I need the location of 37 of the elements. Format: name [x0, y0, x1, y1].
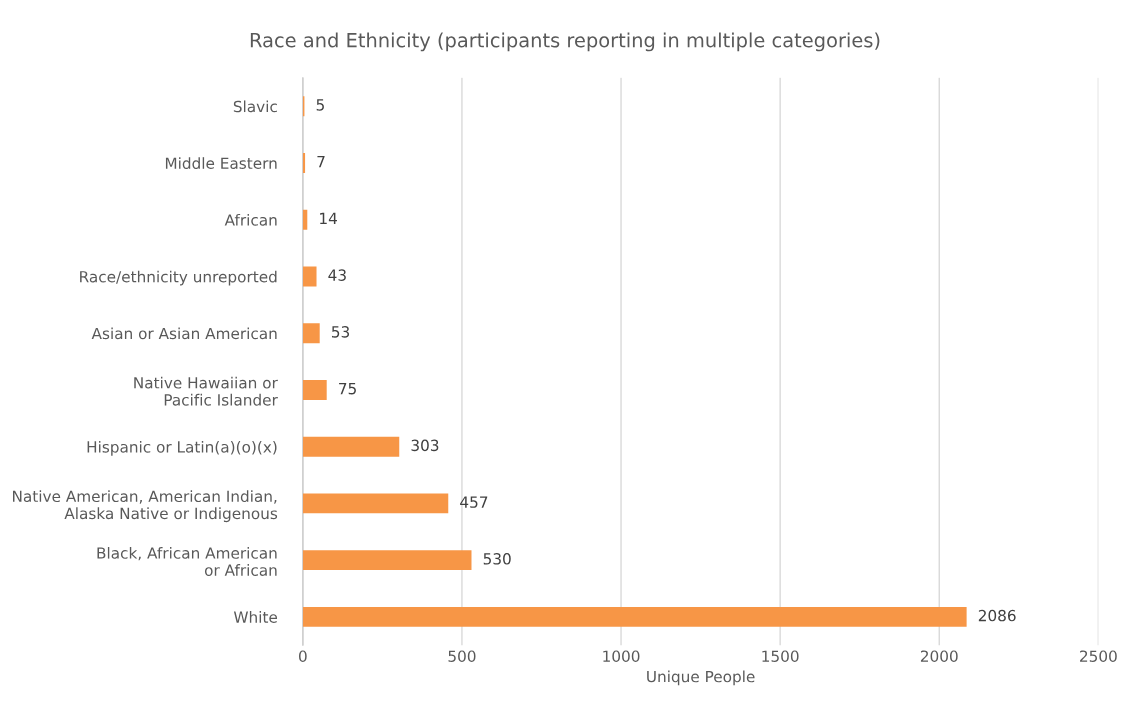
y-tick-label: White	[233, 611, 278, 623]
data-label: 53	[332, 326, 350, 338]
bar	[302, 436, 400, 457]
data-label: 2086	[978, 609, 1016, 622]
bar	[302, 209, 308, 230]
x-tick-label: 2000	[920, 650, 958, 662]
y-tick-label: Native American, American Indian, Alaska Native or Indigenous	[13, 490, 278, 523]
y-tick-label: Race/ethnicity unreported	[80, 270, 277, 286]
y-tick-label: Black, African American or African	[97, 546, 277, 576]
data-label: 14	[320, 212, 337, 224]
x-axis-title: Unique People	[647, 670, 755, 686]
bar	[302, 266, 317, 287]
bar	[302, 550, 472, 571]
data-label: 7	[317, 156, 325, 168]
x-tick-label: 500	[448, 650, 476, 662]
data-label: 43	[328, 269, 346, 281]
y-tick-label: Slavic	[233, 100, 277, 113]
data-label: 457	[460, 496, 488, 508]
bar	[302, 493, 449, 514]
chart-title: Race and Ethnicity (participants reporting in multiple categories)	[250, 32, 880, 52]
y-tick-label: Native Hawaiian or Pacific Islander	[134, 376, 278, 406]
bar	[302, 606, 967, 627]
data-label: 5	[316, 99, 324, 111]
x-tick-label: 1500	[762, 650, 799, 662]
bar	[302, 153, 306, 173]
y-tick-label: Hispanic or Latin(a)(o)(x)	[87, 440, 277, 456]
data-label: 75	[339, 383, 356, 395]
bar	[302, 323, 320, 344]
y-tick-label: African	[224, 213, 277, 226]
data-label: 303	[411, 439, 439, 452]
x-tick-label: 2500	[1080, 650, 1117, 662]
y-tick-label: Middle Eastern	[165, 157, 277, 169]
x-tick-label: 1000	[603, 650, 640, 662]
y-tick-label: Asian or Asian American	[91, 327, 277, 340]
x-tick-label: 0	[298, 650, 307, 662]
data-label: 530	[483, 553, 511, 565]
bar	[302, 380, 327, 400]
